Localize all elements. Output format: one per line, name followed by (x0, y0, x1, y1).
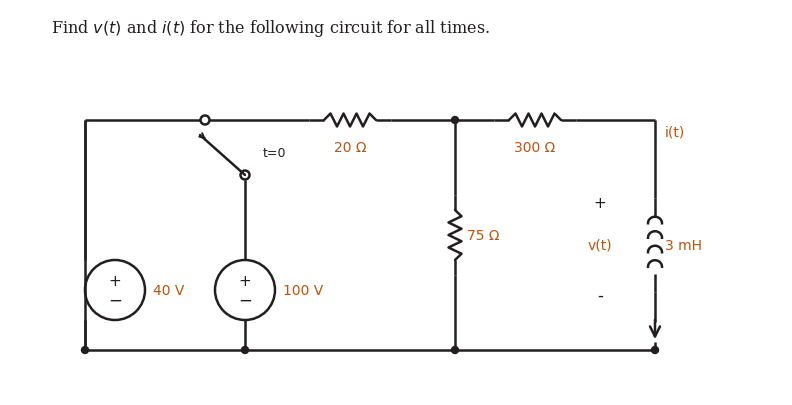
Text: +: + (594, 196, 607, 211)
Text: 20 Ω: 20 Ω (333, 141, 366, 155)
Text: +: + (238, 274, 251, 289)
Circle shape (82, 347, 89, 354)
Circle shape (242, 347, 249, 354)
Text: 75 Ω: 75 Ω (467, 228, 500, 243)
Text: v(t): v(t) (588, 239, 612, 252)
Circle shape (451, 347, 459, 354)
Text: 100 V: 100 V (283, 284, 323, 297)
Text: -: - (597, 286, 603, 304)
Text: −: − (108, 291, 122, 309)
Text: −: − (238, 291, 252, 309)
Text: t=0: t=0 (263, 147, 287, 160)
Text: 3 mH: 3 mH (665, 239, 702, 252)
Text: +: + (109, 274, 121, 289)
Text: 300 Ω: 300 Ω (514, 141, 556, 155)
Text: i(t): i(t) (665, 126, 685, 140)
Text: Find $v(t)$ and $i(t)$ for the following circuit for all times.: Find $v(t)$ and $i(t)$ for the following… (51, 18, 490, 39)
Circle shape (652, 347, 658, 354)
Text: 40 V: 40 V (153, 284, 185, 297)
Circle shape (451, 117, 459, 124)
